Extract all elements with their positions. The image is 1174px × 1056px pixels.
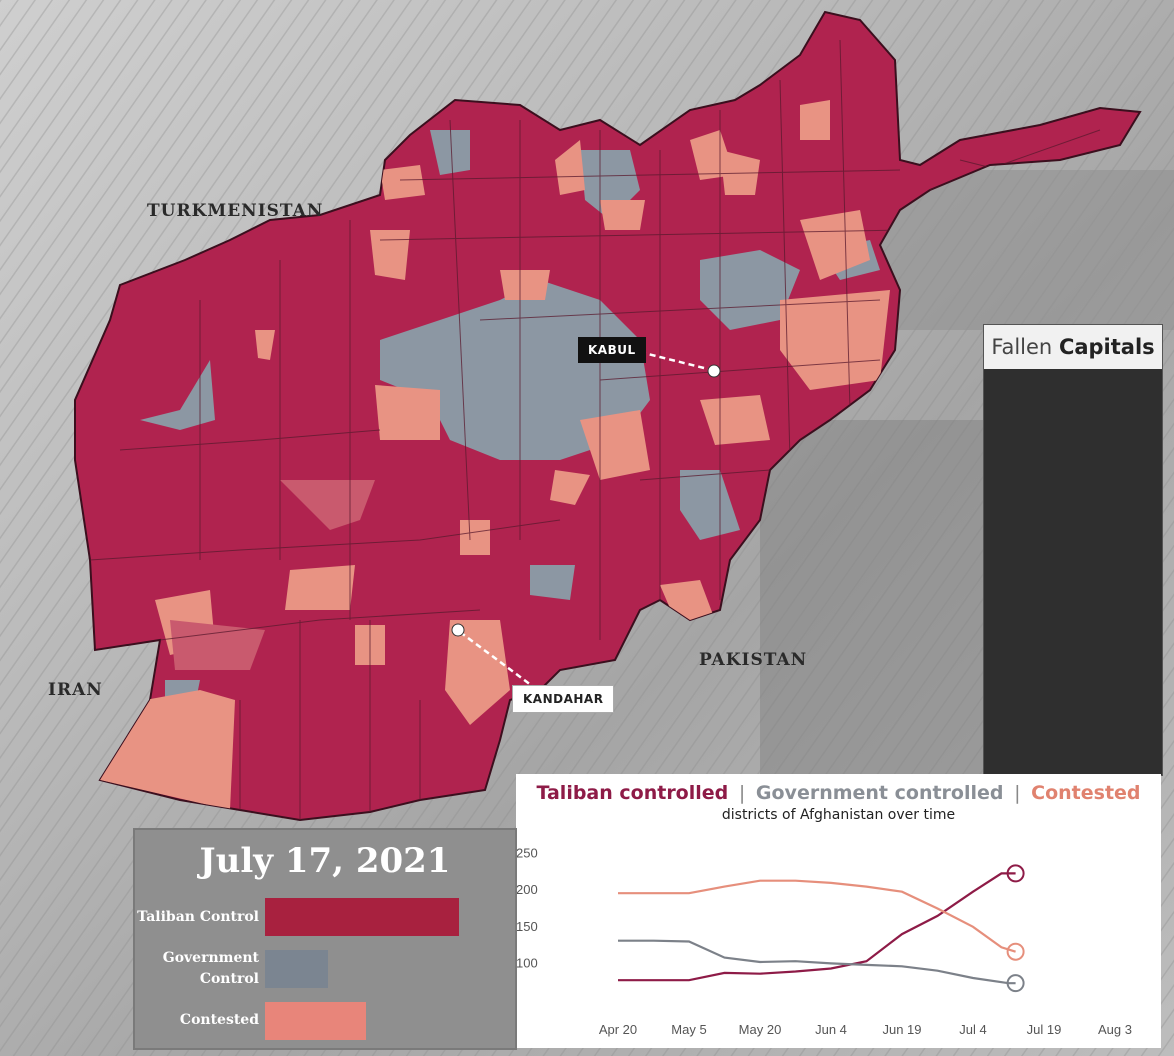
district-borders — [89, 39, 1101, 820]
region-contested-sarepul[interactable] — [600, 200, 645, 230]
fallen-capitals-panel: Fallen Capitals — [983, 324, 1163, 776]
series-line-0 — [618, 872, 1016, 982]
legend-taliban[interactable]: Taliban controlled — [536, 782, 729, 804]
country-label-pakistan: PAKISTAN — [699, 650, 808, 670]
region-government-central[interactable] — [380, 280, 650, 460]
region-government-south[interactable] — [530, 565, 575, 600]
legend-separator-1: | — [738, 782, 746, 804]
series-endpoint-0 — [1006, 864, 1025, 883]
region-contested-ghor[interactable] — [375, 385, 440, 440]
trend-line-chart-svg: 100 150 200 250 Apr 20 May 5 May 20 Jun 4 Jun 19… — [516, 846, 1132, 1037]
region-contested-north1[interactable] — [370, 230, 410, 280]
trend-legend: Taliban controlled | Government controll… — [516, 782, 1161, 804]
status-bar-contested[interactable] — [265, 1002, 366, 1040]
region-contested-balkh[interactable] — [555, 140, 585, 195]
kabul-leader-line — [639, 350, 713, 372]
date-panel: July 17, 2021 — [133, 828, 517, 898]
kabul-marker[interactable] — [707, 364, 721, 378]
legend-government[interactable]: Government controlled — [755, 782, 1004, 804]
y-tick-label: 200 — [516, 882, 538, 897]
region-government-southeast[interactable] — [680, 470, 740, 540]
region-contested-faryab[interactable] — [380, 165, 425, 200]
series-line-1 — [618, 939, 1016, 985]
valley-shade — [760, 420, 990, 780]
x-tick-label: Jun 4 — [815, 1022, 847, 1037]
region-contested-khost[interactable] — [700, 395, 770, 445]
series-line-2 — [618, 879, 1016, 953]
region-contested-zone-south[interactable] — [170, 620, 265, 670]
country-label-iran: IRAN — [48, 680, 103, 700]
y-tick-label: 250 — [516, 846, 538, 861]
trend-line-chart[interactable]: 100 150 200 250 Apr 20 May 5 May 20 Jun 4 Jun 19… — [516, 838, 1161, 1048]
x-tick-label: Apr 20 — [599, 1022, 637, 1037]
fallen-capitals-title: Fallen Capitals — [984, 325, 1162, 369]
region-contested-north2[interactable] — [500, 270, 550, 300]
x-tick-label: Jul 4 — [959, 1022, 986, 1037]
y-tick-label: 150 — [516, 919, 538, 934]
city-label-kandahar[interactable]: KANDAHAR — [512, 685, 615, 713]
current-date: July 17, 2021 — [199, 841, 451, 881]
x-tick-label: Jul 19 — [1027, 1022, 1062, 1037]
trend-chart-header: Taliban controlled | Government controll… — [516, 774, 1161, 838]
region-contested-badakhshan[interactable] — [800, 210, 870, 280]
status-label-taliban: Taliban Control — [137, 909, 259, 925]
kandahar-leader-line — [459, 630, 536, 690]
status-bar-government[interactable] — [265, 950, 328, 988]
status-label-contested: Contested — [179, 1012, 259, 1028]
region-contested-zabul[interactable] — [550, 470, 590, 505]
region-government-northwest[interactable] — [430, 130, 470, 175]
series-endpoint-2 — [1006, 942, 1025, 961]
status-bar-panel: Taliban Control Government Control Conte… — [133, 894, 517, 1050]
region-contested-herat[interactable] — [255, 330, 275, 360]
region-contested-helmand[interactable] — [285, 565, 355, 610]
fallen-capitals-title-bold: Capitals — [1058, 335, 1155, 359]
region-government-kabul[interactable] — [700, 250, 800, 330]
region-contested-takhar[interactable] — [800, 100, 830, 140]
status-label-government: Government Control — [162, 950, 259, 987]
x-tick-label: Jun 19 — [882, 1022, 921, 1037]
region-contested-kunar[interactable] — [720, 150, 760, 195]
fallen-capitals-title-prefix: Fallen — [991, 335, 1053, 359]
y-tick-label: 100 — [516, 955, 538, 970]
mountain-shade — [880, 170, 1174, 330]
series-endpoint-1 — [1006, 974, 1025, 993]
status-bar-taliban[interactable] — [265, 898, 459, 936]
region-contested-zone-west[interactable] — [280, 480, 375, 530]
region-contested-uruzgan[interactable] — [580, 410, 650, 480]
region-contested-kandahar[interactable] — [445, 620, 510, 725]
x-tick-label: Aug 3 — [1098, 1022, 1132, 1037]
legend-contested[interactable]: Contested — [1031, 782, 1141, 804]
legend-separator-2: | — [1014, 782, 1021, 804]
trend-subtitle: districts of Afghanistan over time — [721, 807, 956, 823]
region-contested-ghazni[interactable] — [460, 520, 490, 555]
country-label-turkmenistan: TURKMENISTAN — [147, 201, 324, 221]
region-government-west[interactable] — [140, 360, 215, 430]
x-tick-label: May 20 — [739, 1022, 782, 1037]
city-label-kabul[interactable]: KABUL — [578, 337, 646, 363]
kandahar-marker[interactable] — [451, 623, 465, 637]
x-tick-label: May 5 — [671, 1022, 706, 1037]
